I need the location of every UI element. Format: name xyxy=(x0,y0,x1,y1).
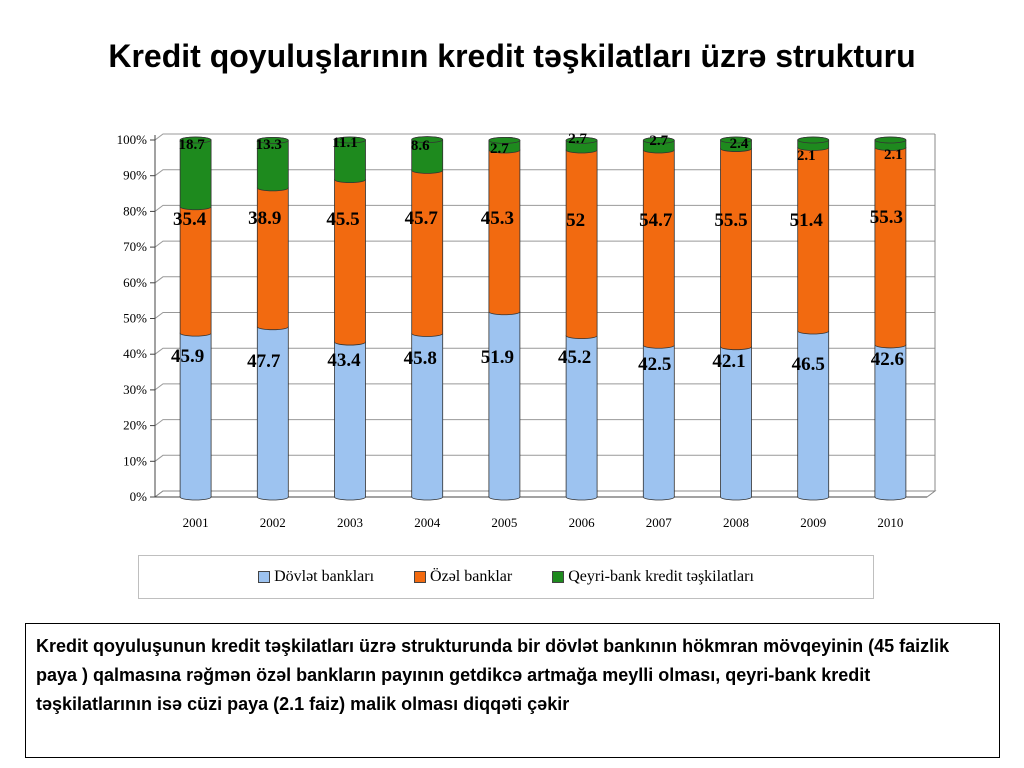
bar-top-2007 xyxy=(642,136,675,144)
legend-swatch-nonbank xyxy=(552,571,565,583)
bar-private-2003 xyxy=(334,176,366,346)
commentary-box: Kredit qoyuluşunun kredit təşkilatları ü… xyxy=(25,623,1000,758)
data-labels: 45.9 35.4 18.7 47.7 38.9 13.3 43.4 45.5 11.1 45.8… xyxy=(171,131,904,375)
x-tick-label: 2009 xyxy=(800,515,826,530)
gridline xyxy=(154,347,935,355)
data-label-private-2008: 55.5 xyxy=(714,210,747,231)
stacked-bar-chart: 45.9 35.4 18.7 47.7 38.9 13.3 43.4 45.5 11.1 45.8… xyxy=(117,131,937,530)
data-label-private-2009: 51.4 xyxy=(790,210,824,231)
data-label-state-2008: 42.1 xyxy=(712,351,745,372)
y-tick-label: 10% xyxy=(123,453,147,468)
gridline xyxy=(154,240,935,248)
bar-private-2007 xyxy=(642,146,675,349)
y-tick-label: 0% xyxy=(130,489,148,504)
legend-swatch-private xyxy=(414,571,427,583)
y-tick-label: 20% xyxy=(123,418,147,433)
x-tick-label: 2004 xyxy=(414,515,441,530)
bar-top-2010 xyxy=(874,136,907,144)
gridline xyxy=(154,276,935,284)
legend-label-nonbank: Qeyri-bank kredit təşkilatları xyxy=(568,568,754,585)
y-tick-label: 60% xyxy=(123,275,147,290)
bar-top-2008 xyxy=(720,136,752,144)
data-label-state-2003: 43.4 xyxy=(327,350,361,371)
data-label-nonbank-2002: 13.3 xyxy=(256,137,282,153)
bar-private-2008 xyxy=(720,145,752,351)
data-label-private-2007: 54.7 xyxy=(639,210,673,231)
legend-label-state: Dövlət bankları xyxy=(274,568,375,585)
data-label-nonbank-2010: 2.1 xyxy=(884,147,903,163)
legend-item-private: Özəl banklar xyxy=(414,568,512,586)
bar-private-2005 xyxy=(488,146,521,316)
x-tick-label: 2007 xyxy=(646,515,673,530)
data-label-private-2005: 45.3 xyxy=(481,208,514,229)
legend-item-nonbank: Qeyri-bank kredit təşkilatları xyxy=(552,568,754,586)
y-tick-label: 30% xyxy=(123,382,147,397)
legend-item-state: Dövlət bankları xyxy=(258,568,374,586)
x-tick-label: 2001 xyxy=(183,515,209,530)
legend: Dövlət bankları Özəl banklar Qeyri-bank … xyxy=(138,555,874,599)
bar-private-2009 xyxy=(797,144,830,335)
data-label-private-2010: 55.3 xyxy=(870,207,903,228)
legend-label-private: Özəl banklar xyxy=(430,568,513,585)
x-tick-labels: 2001 2002 2003 2004 2005 2006 2007 2008 2009 2010 xyxy=(183,515,904,530)
gridline xyxy=(154,133,935,141)
x-tick-label: 2002 xyxy=(260,515,286,530)
bar-top-2006 xyxy=(565,136,598,144)
data-label-nonbank-2008: 2.4 xyxy=(730,136,749,152)
x-tick-label: 2005 xyxy=(491,515,517,530)
gridline xyxy=(154,383,935,391)
data-label-state-2001: 45.9 xyxy=(171,346,204,367)
y-tick-label: 90% xyxy=(123,168,147,183)
data-label-private-2006: 52 xyxy=(566,210,585,231)
bar-private-2002 xyxy=(256,184,289,331)
x-tick-label: 2003 xyxy=(337,515,363,530)
data-label-state-2002: 47.7 xyxy=(247,351,281,372)
chart-title: Kredit qoyuluşlarının kredit təşkilatlar… xyxy=(108,38,916,74)
y-tick-label: 50% xyxy=(123,311,147,326)
gridline xyxy=(154,204,935,212)
data-label-state-2010: 42.6 xyxy=(871,349,904,370)
data-label-nonbank-2001: 18.7 xyxy=(178,137,205,153)
y-tick-label: 80% xyxy=(123,203,147,218)
bar-top-2009 xyxy=(797,136,830,144)
y-tick-label: 70% xyxy=(123,239,147,254)
data-label-nonbank-2004: 8.6 xyxy=(411,138,430,154)
x-tick-label: 2008 xyxy=(723,515,749,530)
bar-top-2003 xyxy=(334,136,366,144)
bar-top-2001 xyxy=(179,136,212,144)
data-label-nonbank-2009: 2.1 xyxy=(797,148,816,164)
gridline xyxy=(154,454,935,462)
gridline xyxy=(154,312,935,319)
bars xyxy=(179,136,907,501)
x-tick-label: 2010 xyxy=(877,515,903,530)
data-label-state-2007: 42.5 xyxy=(638,354,671,375)
gridlines xyxy=(154,133,935,498)
data-label-state-2006: 45.2 xyxy=(558,347,591,368)
data-label-state-2009: 46.5 xyxy=(792,354,825,375)
bar-private-2004 xyxy=(411,166,444,337)
bar-state-2005 xyxy=(488,308,521,501)
data-label-state-2004: 45.8 xyxy=(404,348,437,369)
x-tick-label: 2006 xyxy=(569,515,596,530)
data-label-private-2004: 45.7 xyxy=(405,208,439,229)
y-tick-label: 40% xyxy=(123,346,147,361)
data-label-nonbank-2007: 2.7 xyxy=(649,133,668,149)
data-label-nonbank-2005: 2.7 xyxy=(490,141,509,157)
bar-top-2004 xyxy=(411,136,444,144)
gridline xyxy=(154,169,935,177)
data-label-nonbank-2006: 2.7 xyxy=(568,131,587,147)
data-label-private-2001: 35.4 xyxy=(173,209,207,230)
data-label-private-2003: 45.5 xyxy=(326,209,359,230)
data-label-nonbank-2003: 11.1 xyxy=(332,135,357,151)
bar-private-2010 xyxy=(874,144,907,349)
data-label-state-2005: 51.9 xyxy=(481,347,514,368)
y-tick-labels: 0% 10% 20% 30% 40% 50% 60% 70% 80% 90% 100% xyxy=(117,132,148,504)
y-tick-label: 100% xyxy=(117,132,148,147)
bar-private-2006 xyxy=(565,146,598,340)
legend-swatch-state xyxy=(258,571,271,583)
bar-top-2002 xyxy=(256,136,289,144)
data-label-private-2002: 38.9 xyxy=(248,208,281,229)
bar-top-2005 xyxy=(488,136,521,144)
gridline xyxy=(154,419,935,427)
